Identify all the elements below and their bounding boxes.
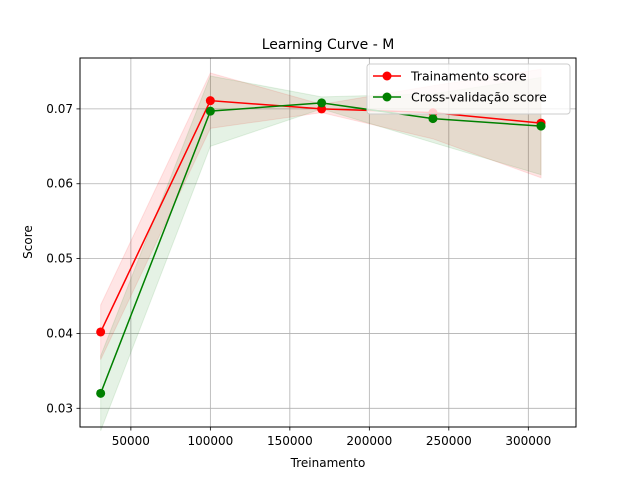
y-tick-label: 0.05 [46, 252, 73, 266]
legend-box [366, 63, 571, 115]
series-0-point [205, 96, 215, 106]
series-1-point [428, 114, 438, 124]
legend-label: Trainamento score [410, 69, 527, 84]
series-1-point [317, 98, 327, 108]
plot-area-frame [79, 57, 577, 428]
x-tick-label: 250000 [426, 434, 472, 448]
x-tick-label: 150000 [267, 434, 313, 448]
y-axis-label: Score [21, 225, 35, 259]
chart-title: Learning Curve - M [262, 37, 395, 53]
y-tick-label: 0.03 [46, 401, 73, 415]
series-0-point [96, 327, 106, 337]
y-tick-label: 0.07 [46, 102, 73, 116]
x-axis-label: Treinamento [290, 456, 366, 470]
series-1-point [536, 121, 546, 131]
x-tick-label: 100000 [187, 434, 233, 448]
x-tick-label: 200000 [346, 434, 392, 448]
legend: Trainamento score Cross-validação score [366, 63, 571, 115]
legend-swatch-marker [382, 92, 392, 102]
x-tick-label: 300000 [505, 434, 551, 448]
x-tick-label: 50000 [112, 434, 150, 448]
legend-label: Cross-validação score [411, 90, 547, 105]
series-1-point [96, 388, 106, 398]
y-tick-label: 0.04 [46, 326, 73, 340]
axis-ticks: 50000 100000 150000 200000 250000 300000 0.03 0… [46, 102, 551, 448]
legend-swatch-marker [382, 71, 392, 81]
y-tick-label: 0.06 [46, 177, 73, 191]
series-1-point [205, 106, 215, 116]
